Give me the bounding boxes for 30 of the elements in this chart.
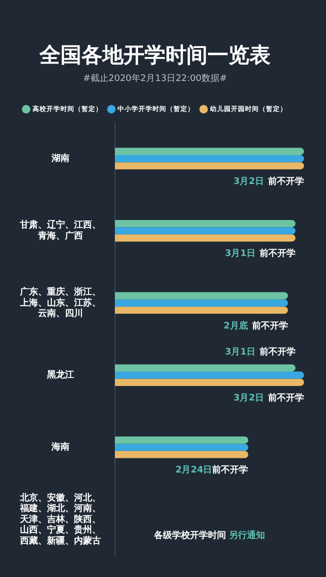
annotation: 3月2日 前不开学	[233, 176, 304, 187]
chart-subtitle: #截止2020年2月13日22:00数据#	[82, 72, 228, 84]
bar	[115, 450, 248, 458]
bar	[115, 154, 304, 162]
y-tick-label: 北京、安徽、河北、福建、湖北、河南、天津、吉林、陕西、山西、宁夏、贵州、西藏、新疆、内蒙古	[19, 492, 101, 546]
bar	[115, 306, 288, 314]
annotation: 2月24日前不开学	[175, 464, 248, 476]
bar	[115, 162, 304, 170]
bar	[115, 292, 288, 300]
y-tick-label: 广东、重庆、浙江、上海、山东、江苏、云南、四川	[19, 286, 101, 320]
bar	[115, 220, 296, 228]
bar	[115, 444, 248, 451]
y-tick-label: 湖南	[50, 152, 70, 164]
y-tick-label: 海南	[50, 442, 70, 453]
chart-title: 全国各地开学时间一览表	[38, 43, 270, 68]
y-tick-label: 甘肃、辽宁、江西、青海、广西	[19, 220, 101, 242]
bar	[115, 227, 296, 234]
bar	[115, 378, 304, 386]
annotation: 3月1日 前不开学	[224, 248, 296, 260]
annotation: 各级学校开学时间 另行通知	[152, 530, 266, 541]
annotation: 2月底 前不开学	[224, 320, 288, 332]
annotation: 3月2日 前不开学	[233, 392, 304, 404]
bar	[115, 299, 288, 307]
y-tick-label: 黑龙江	[46, 369, 74, 380]
annotation: 3月1日 前不开学	[224, 346, 296, 358]
bar	[115, 234, 296, 242]
bar	[115, 436, 248, 444]
bar	[115, 372, 304, 379]
bar	[115, 148, 304, 155]
bar	[115, 364, 296, 372]
